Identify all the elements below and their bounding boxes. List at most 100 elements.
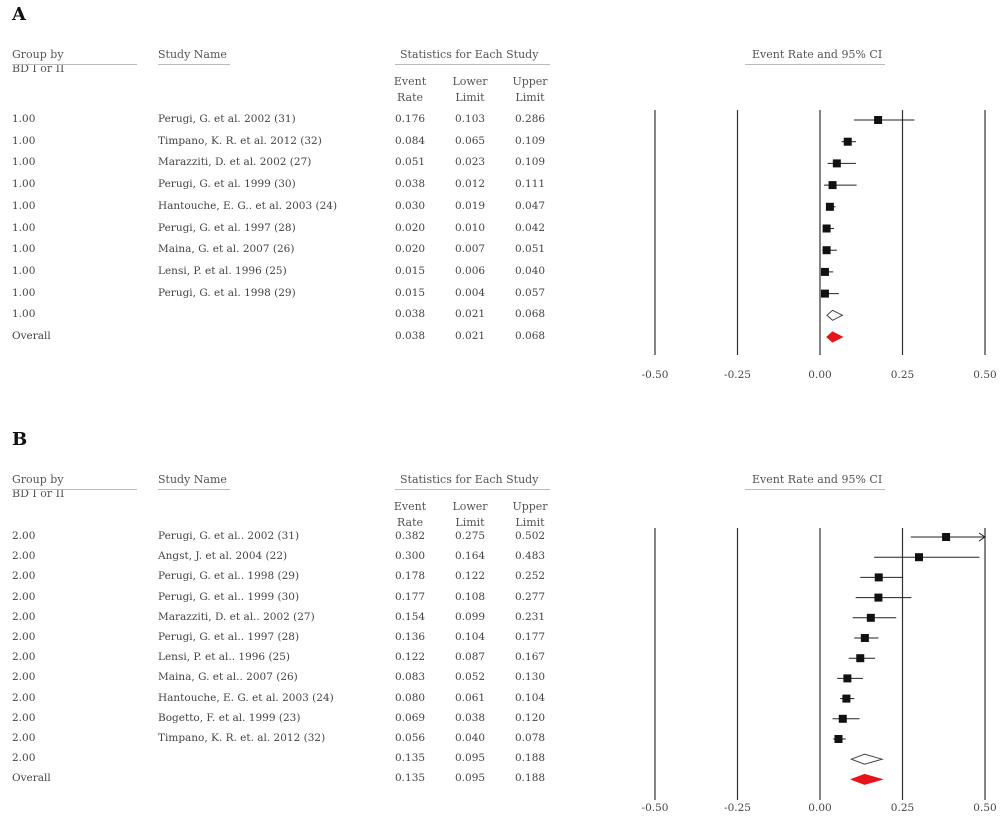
header-stats: Statistics for Each Study — [400, 48, 539, 61]
row-event-rate: 0.135 — [395, 772, 426, 785]
study-row: 1.00 Timpano, K. R. et al. 2012 (32) 0.084… — [0, 135, 1000, 155]
row-upper-limit: 0.188 — [515, 752, 546, 765]
row-group: 1.00 — [12, 243, 36, 256]
row-study-name: Perugi, G. et al. 1999 (30) — [158, 178, 296, 191]
row-upper-limit: 0.109 — [515, 134, 546, 147]
header-group: Group by BD I or II — [12, 48, 65, 75]
point-estimate — [942, 533, 951, 541]
study-row: 1.00 Perugi, G. et al. 2002 (31) 0.176 0.10… — [0, 113, 1000, 133]
row-upper-limit: 0.188 — [515, 772, 546, 785]
row-study-name: Perugi, G. et al.. 2002 (31) — [158, 530, 300, 542]
x-tick-label: 0.50 — [973, 802, 996, 814]
study-row: 2.00 Perugi, G. et al.. 1998 (29) 0.178 0.1… — [0, 570, 1000, 590]
row-study-name: Angst, J. et al. 2004 (22) — [158, 550, 288, 563]
x-tick-label: -0.25 — [724, 369, 751, 381]
row-lower-limit: 0.021 — [455, 308, 486, 321]
row-lower-limit: 0.275 — [455, 530, 486, 542]
row-group: 2.00 — [12, 671, 36, 684]
row-event-rate: 0.069 — [395, 711, 426, 724]
panel-label: A — [12, 4, 26, 25]
study-row: 2.00 Timpano, K. R. et. al. 2012 (32) 0.05… — [0, 732, 1000, 752]
row-study-name: Perugi, G. et al.. 1997 (28) — [158, 631, 300, 643]
study-row: 1.00 Perugi, G. et al. 1997 (28) 0.020 0.01… — [0, 222, 1000, 242]
row-event-rate: 0.154 — [395, 610, 426, 623]
row-study-name: Marazziti, D. et al. 2002 (27) — [158, 156, 312, 169]
point-estimate — [828, 181, 837, 190]
row-upper-limit: 0.047 — [515, 199, 546, 212]
row-group: 2.00 — [12, 732, 36, 744]
subheader-event-rate: Event Rate — [393, 75, 427, 104]
header-stats-rule — [395, 489, 550, 490]
row-event-rate: 0.038 — [395, 178, 426, 191]
row-upper-limit: 0.502 — [515, 530, 546, 542]
row-upper-limit: 0.231 — [515, 610, 546, 623]
study-row: 2.00 Lensi, P. et al.. 1996 (25) 0.122 0.08… — [0, 651, 1000, 671]
subheader-lower-limit: Lower Limit — [452, 75, 488, 104]
study-row: 2.00 Hantouche, E. G. et al. 2003 (24) 0.0… — [0, 692, 1000, 712]
row-upper-limit: 0.109 — [515, 156, 546, 169]
row-group: Overall — [12, 330, 51, 342]
row-lower-limit: 0.061 — [455, 691, 486, 704]
row-group: 2.00 — [12, 530, 36, 542]
row-event-rate: 0.382 — [395, 530, 426, 542]
row-lower-limit: 0.012 — [455, 178, 486, 191]
header-study-rule — [158, 64, 230, 65]
row-group: 2.00 — [12, 691, 36, 704]
row-lower-limit: 0.040 — [455, 732, 486, 744]
row-study-name: Hantouche, E. G.. et al. 2003 (24) — [158, 199, 338, 212]
header-plot-rule — [745, 489, 885, 490]
row-upper-limit: 0.286 — [515, 113, 546, 125]
row-lower-limit: 0.052 — [455, 671, 486, 684]
point-estimate — [874, 116, 883, 124]
row-upper-limit: 0.104 — [515, 691, 546, 704]
row-group: 1.00 — [12, 264, 36, 277]
row-event-rate: 0.176 — [395, 113, 426, 125]
study-row: 1.00 Perugi, G. et al. 1999 (30) 0.038 0.01… — [0, 178, 1000, 198]
subgroup-diamond — [849, 753, 884, 765]
overall-diamond — [826, 331, 844, 343]
subheader-upper-limit: Upper Limit — [512, 75, 548, 104]
row-lower-limit: 0.164 — [455, 550, 486, 563]
overall-diamond — [849, 773, 884, 785]
row-study-name: Hantouche, E. G. et al. 2003 (24) — [158, 691, 334, 704]
forest-plot: -0.50 -0.25 0.00 0.25 0.50 — [642, 528, 997, 814]
row-event-rate: 0.122 — [395, 651, 426, 664]
ci-arrow — [978, 532, 986, 542]
row-group: 1.00 — [12, 113, 36, 125]
row-event-rate: 0.020 — [395, 243, 426, 256]
row-upper-limit: 0.167 — [515, 651, 546, 664]
row-event-rate: 0.030 — [395, 199, 426, 212]
row-upper-limit: 0.068 — [515, 308, 546, 321]
point-estimate — [820, 267, 829, 276]
header-group-rule — [12, 64, 137, 65]
row-lower-limit: 0.122 — [455, 570, 486, 583]
study-row: 2.00 Angst, J. et al. 2004 (22) 0.300 0.164… — [0, 550, 1000, 570]
x-tick-label: 0.25 — [891, 369, 914, 381]
point-estimate — [822, 246, 831, 255]
row-lower-limit: 0.007 — [455, 243, 486, 256]
row-study-name: Timpano, K. R. et al. 2012 (32) — [158, 134, 322, 147]
point-estimate — [820, 289, 829, 298]
study-row: 1.00 Maina, G. et al. 2007 (26) 0.020 0.007… — [0, 243, 1000, 263]
row-lower-limit: 0.038 — [455, 711, 486, 724]
row-lower-limit: 0.019 — [455, 199, 486, 212]
point-estimate — [822, 224, 831, 233]
study-row: 2.00 Marazziti, D. et al.. 2002 (27) 0.154… — [0, 611, 1000, 631]
row-event-rate: 0.080 — [395, 691, 426, 704]
header-plot: Event Rate and 95% CI — [752, 473, 883, 486]
row-lower-limit: 0.006 — [455, 264, 486, 277]
header-study-rule — [158, 489, 230, 490]
row-event-rate: 0.178 — [395, 570, 426, 583]
forest-plot: -0.50 -0.25 0.00 0.25 0.50 — [642, 110, 997, 381]
subheader-event-rate: Event Rate — [393, 500, 427, 529]
row-group: 2.00 — [12, 550, 36, 563]
row-study-name: Perugi, G. et al.. 1998 (29) — [158, 570, 300, 583]
row-group: 2.00 — [12, 651, 36, 664]
study-row: 2.00 Perugi, G. et al.. 2002 (31) 0.382 0.2… — [0, 530, 1000, 550]
row-group: 2.00 — [12, 590, 36, 603]
row-group: 1.00 — [12, 308, 36, 321]
subgroup-row: 2.00 0.135 0.095 0.188 — [0, 752, 1000, 772]
row-event-rate: 0.020 — [395, 221, 426, 234]
row-study-name: Perugi, G. et al. 1997 (28) — [158, 221, 296, 234]
point-estimate — [874, 593, 883, 602]
